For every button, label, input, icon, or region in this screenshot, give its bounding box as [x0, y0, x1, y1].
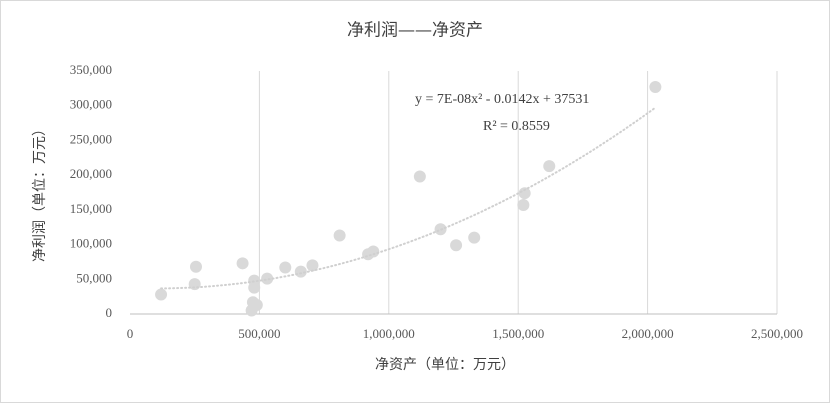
point: [543, 160, 556, 173]
x-tick-label: 1,500,000: [492, 326, 544, 341]
y-tick-label: 150,000: [70, 201, 112, 216]
y-tick-label: 250,000: [70, 131, 112, 146]
y-tick-label: 0: [106, 305, 113, 320]
point: [450, 239, 463, 252]
x-tick-label: 2,000,000: [622, 326, 674, 341]
point: [155, 288, 168, 301]
chart-title: 净利润——净资产: [347, 21, 483, 41]
y-axis-title: 净利润（单位：万元）: [32, 122, 48, 262]
x-tick-label: 0: [127, 326, 134, 341]
point: [261, 272, 274, 285]
point: [189, 260, 202, 273]
trendline-equation: y = 7E-08x² - 0.0142x + 37531: [415, 92, 589, 107]
y-tick-label: 50,000: [76, 270, 112, 285]
point: [518, 187, 531, 200]
point: [248, 281, 261, 294]
point: [413, 170, 426, 183]
y-tick-label: 300,000: [70, 97, 112, 112]
point: [468, 231, 481, 244]
x-axis-title: 净资产（单位：万元）: [375, 357, 515, 373]
y-tick-label: 200,000: [70, 166, 112, 181]
point: [306, 259, 319, 272]
trendline: [160, 106, 657, 290]
y-tick-label: 350,000: [70, 62, 112, 77]
x-tick-label: 2,500,000: [751, 326, 803, 341]
point: [279, 261, 292, 274]
point: [236, 257, 249, 270]
point: [517, 198, 530, 211]
point: [649, 80, 662, 93]
point: [250, 298, 263, 311]
y-tick-label: 100,000: [70, 236, 112, 251]
x-tick-label: 500,000: [238, 326, 280, 341]
point: [333, 229, 346, 242]
x-tick-label: 1,000,000: [363, 326, 415, 341]
r-squared: R² = 0.8559: [483, 119, 550, 134]
